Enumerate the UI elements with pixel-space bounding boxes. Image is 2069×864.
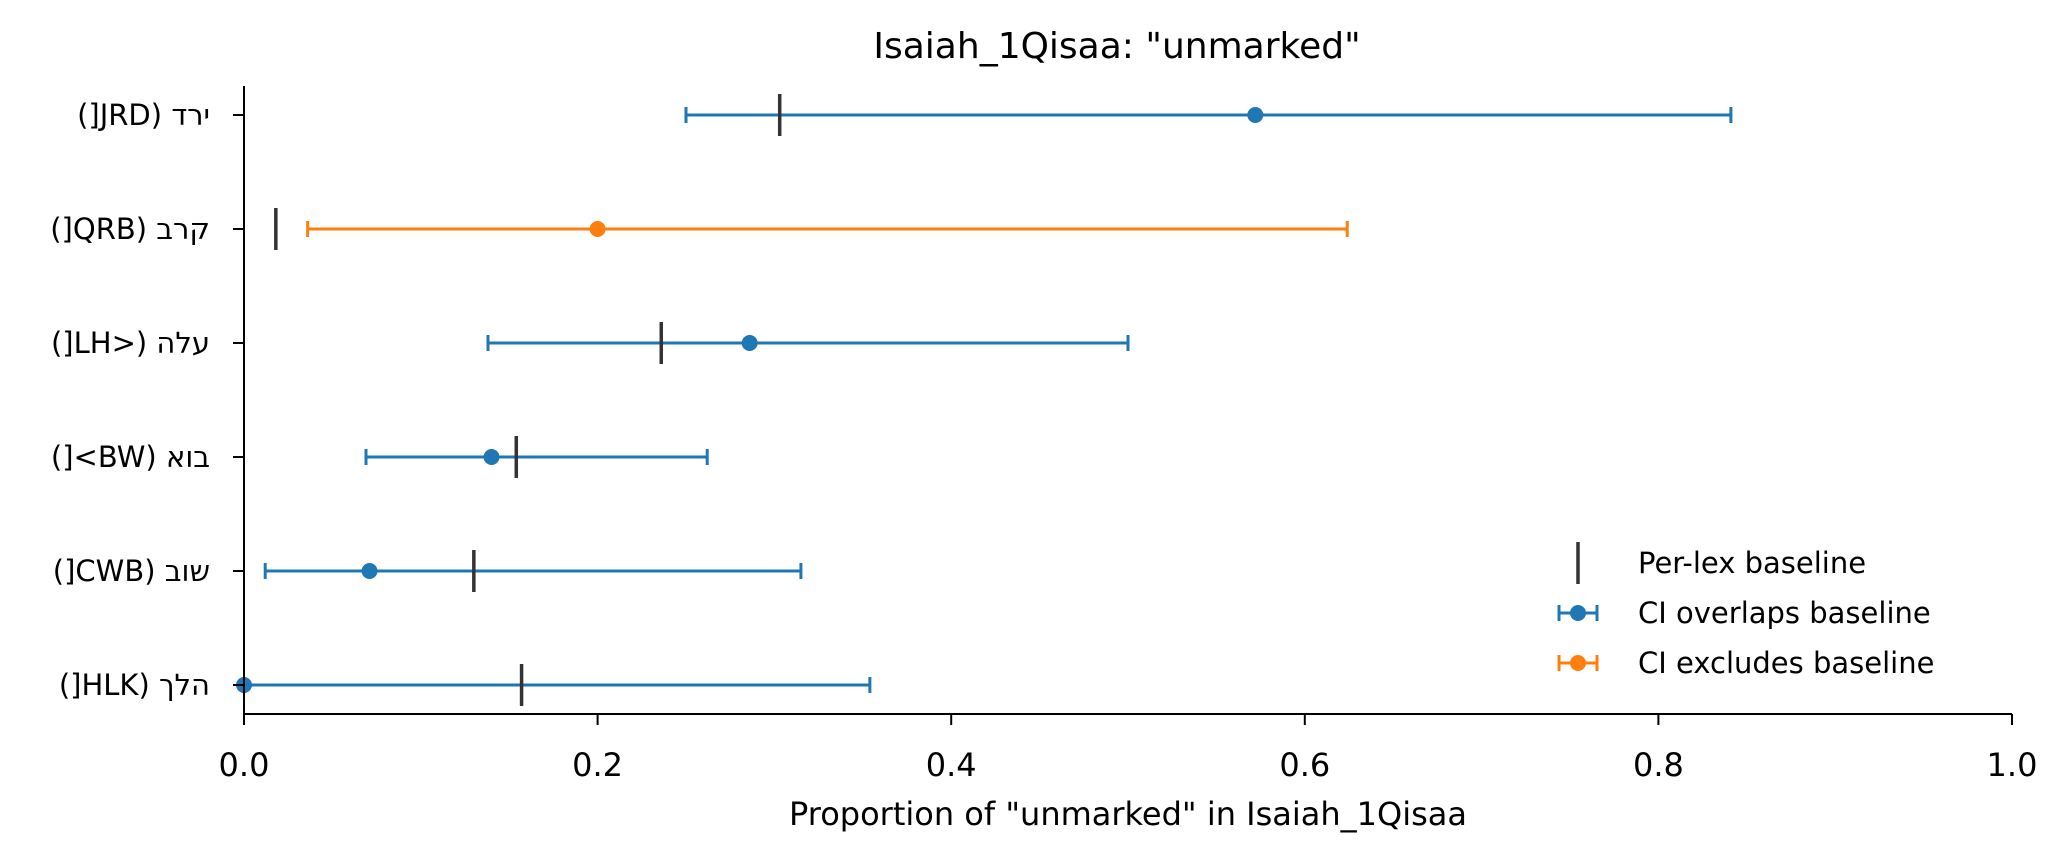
estimate-point	[1247, 107, 1264, 123]
plot-area	[236, 94, 1733, 706]
y-tick-label: בוא (BW>[)	[51, 440, 210, 474]
row-2	[486, 322, 1130, 364]
x-tick-label: 0.6	[1279, 746, 1330, 784]
legend-swatch-point	[1570, 605, 1586, 621]
y-tick-label: קרב (QRB[)	[50, 212, 210, 246]
x-tick-label: 1.0	[1987, 746, 2038, 784]
estimate-point	[589, 221, 606, 237]
legend-label: Per-lex baseline	[1638, 546, 1866, 580]
legend-label: CI excludes baseline	[1638, 646, 1934, 680]
estimate-point	[741, 335, 758, 351]
estimate-point	[483, 449, 500, 465]
legend-item-exclude: CI excludes baseline	[1557, 646, 1934, 680]
chart-title: Isaiah_1Qisaa: "unmarked"	[873, 26, 1360, 67]
y-tick-label: ירד (JRD[)	[77, 98, 210, 132]
legend: Per-lex baseline CI overlaps baseline CI e…	[1557, 542, 1934, 680]
x-axis-label: Proportion of "unmarked" in Isaiah_1Qisa…	[789, 795, 1467, 833]
x-tick-label: 0.4	[926, 746, 977, 784]
y-tick-label: עלה (<LH[)	[51, 326, 210, 360]
y-ticks: ירד (JRD[) קרב (QRB[) עלה (<LH[) בוא (BW>[)…	[50, 98, 244, 702]
row-1	[274, 208, 1349, 250]
estimate-point	[361, 563, 378, 579]
row-4	[263, 550, 803, 592]
x-tick-label: 0.8	[1633, 746, 1684, 784]
legend-item-overlap: CI overlaps baseline	[1557, 596, 1931, 630]
legend-label: CI overlaps baseline	[1638, 596, 1931, 630]
row-0	[684, 94, 1733, 136]
y-tick-label: הלך (HLK[)	[59, 668, 210, 702]
x-tick-label: 0.2	[572, 746, 623, 784]
y-tick-label: שוב (CWB[)	[53, 554, 210, 588]
x-ticks: 0.0 0.2 0.4 0.6 0.8 1.0	[219, 714, 2038, 784]
row-5	[236, 664, 872, 706]
legend-item-baseline: Per-lex baseline	[1576, 542, 1866, 584]
legend-swatch-point	[1570, 655, 1586, 671]
row-3	[364, 436, 709, 478]
x-tick-label: 0.0	[219, 746, 270, 784]
